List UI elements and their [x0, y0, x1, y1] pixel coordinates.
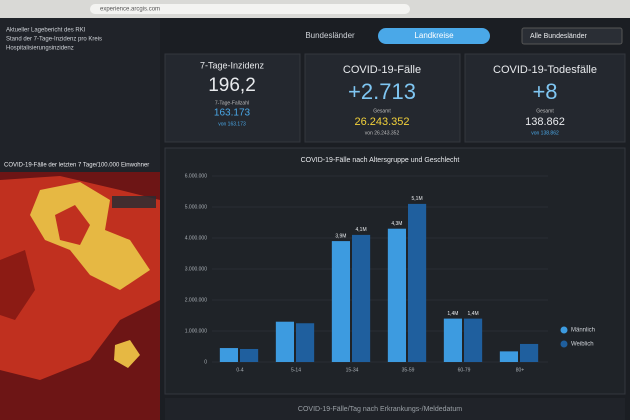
bar [296, 323, 315, 362]
kpi-note: von 26.243.352 [365, 130, 400, 136]
value-label: 4,3M [391, 221, 402, 227]
sidebar-line: Aktueller Lagebericht des RKI [6, 28, 86, 34]
map-toolbar[interactable] [112, 196, 156, 208]
x-tick-label: 80+ [516, 367, 525, 373]
kpi-sub-label: 7-Tage-Fallzahl [215, 100, 249, 106]
sidebar-line: Hospitalisierungsinzidenz [6, 46, 74, 52]
kpi-card: 7-Tage-Inzidenz 196,2 7-Tage-Fallzahl 16… [164, 53, 301, 143]
y-tick-label: 1.000.000 [185, 328, 207, 334]
map [0, 172, 160, 420]
value-label: 1,4M [447, 311, 458, 317]
bar [443, 318, 462, 362]
kpi-title: COVID-19-Todesfälle [493, 64, 597, 76]
map-region [0, 250, 35, 320]
kpi-card: COVID-19-Fälle +2.713 Gesamt 26.243.352 … [304, 53, 461, 143]
url: experience.arcgis.com [100, 7, 160, 13]
bar [352, 234, 371, 362]
kpi-note: von 163.173 [218, 121, 246, 127]
footer-title: COVID-19-Fälle/Tag nach Erkrankungs-/Mel… [298, 406, 462, 413]
x-tick-label: 5-14 [291, 367, 301, 373]
map-region [30, 182, 150, 290]
kpi-sub-value: 163.173 [214, 108, 251, 119]
legend-swatch [560, 340, 568, 348]
tab-active[interactable] [378, 28, 490, 44]
bar [275, 321, 294, 362]
sidebar-line: Stand der 7-Tage-Inzidenz pro Kreis [6, 37, 102, 43]
chart-title: COVID-19-Fälle nach Altersgruppe und Ges… [301, 157, 460, 164]
x-tick-label: 60-79 [458, 367, 471, 373]
value-label: 3,9M [335, 233, 346, 239]
kpi-sub-value: 26.243.352 [354, 116, 409, 128]
bar [464, 318, 483, 362]
kpi-note: von 138.862 [531, 130, 559, 136]
address-field[interactable] [90, 4, 410, 14]
bar [408, 203, 427, 362]
bar [219, 348, 238, 362]
y-tick-label: 0 [204, 359, 207, 365]
x-tick-label: 0-4 [236, 367, 243, 373]
value-label: 5,1M [412, 196, 423, 202]
value-label: 1,4M [468, 311, 479, 317]
kpi-value: 196,2 [208, 75, 256, 96]
kpi-sub-label: Gesamt [536, 108, 554, 114]
bar [331, 241, 350, 362]
bar [499, 351, 518, 362]
y-tick-label: 2.000.000 [185, 297, 207, 303]
value-label: 4,1M [356, 227, 367, 233]
y-tick-label: 3.000.000 [185, 266, 207, 272]
bar [520, 343, 539, 362]
map-title: COVID-19-Fälle der letzten 7 Tage/100.00… [4, 163, 149, 169]
map-region [55, 205, 90, 245]
tab[interactable]: Bundesländer [305, 31, 355, 40]
y-tick-label: 4.000.000 [185, 235, 207, 241]
tab[interactable]: Landkreise [414, 31, 454, 40]
footer-panel [165, 398, 625, 420]
x-tick-label: 15-34 [346, 367, 359, 373]
kpi-sub-value: 138.862 [525, 116, 565, 128]
map-region [114, 340, 140, 368]
kpi-value: +8 [532, 79, 557, 104]
x-tick-label: 35-59 [402, 367, 415, 373]
bar [387, 228, 406, 362]
kpi-value: +2.713 [348, 79, 416, 104]
legend-label: Weiblich [571, 342, 594, 348]
kpi-sub-label: Gesamt [373, 108, 391, 114]
legend-label: Männlich [571, 328, 595, 334]
card [304, 53, 461, 143]
y-tick-label: 6.000.000 [185, 173, 207, 179]
kpi-card: COVID-19-Todesfälle +8 Gesamt 138.862 vo… [464, 53, 626, 143]
bar [240, 348, 259, 362]
y-tick-label: 5.000.000 [185, 204, 207, 210]
card [464, 53, 626, 143]
card [164, 53, 301, 143]
legend-swatch [560, 326, 568, 334]
kpi-title: 7-Tage-Inzidenz [200, 60, 265, 70]
dropdown[interactable] [521, 27, 623, 45]
dropdown-label: Alle Bundesländer [530, 33, 587, 40]
kpi-title: COVID-19-Fälle [343, 64, 421, 76]
